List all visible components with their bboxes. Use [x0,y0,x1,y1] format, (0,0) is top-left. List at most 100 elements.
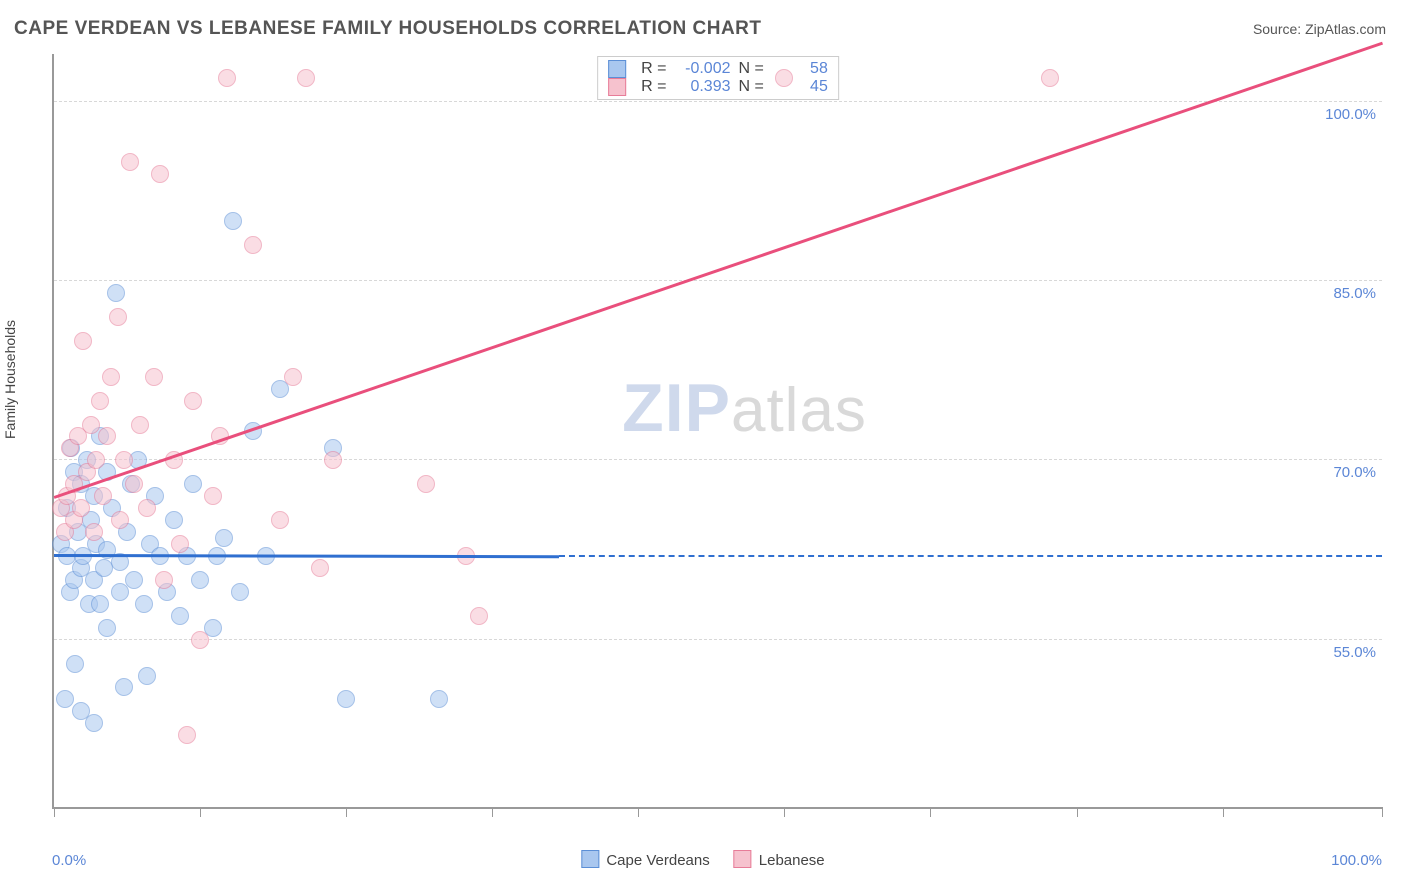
data-point [191,631,209,649]
legend: Cape Verdeans Lebanese [581,850,824,869]
data-point [135,595,153,613]
stat-R-a: -0.002 [675,60,731,78]
y-axis-label: Family Households [2,319,18,438]
data-point [231,583,249,601]
legend-label-a: Cape Verdeans [606,852,709,869]
data-point [111,511,129,529]
data-point [171,535,189,553]
data-point [82,416,100,434]
stats-row-a: R = -0.002 N = 58 [608,60,828,78]
gridline: 55.0% [54,639,1382,640]
data-point [430,690,448,708]
gridline: 85.0% [54,280,1382,281]
data-point [171,607,189,625]
x-tick [1077,807,1078,817]
data-point [297,69,315,87]
data-point [85,523,103,541]
y-tick-label: 100.0% [1325,106,1376,123]
data-point [98,619,116,637]
y-tick-label: 85.0% [1333,285,1376,302]
data-point [91,595,109,613]
data-point [470,607,488,625]
swatch-icon [608,78,626,96]
data-point [87,451,105,469]
data-point [125,571,143,589]
data-point [125,475,143,493]
stats-row-b: R = 0.393 N = 45 [608,78,828,96]
x-tick [930,807,931,817]
x-tick [784,807,785,817]
data-point [131,416,149,434]
regression-line [54,554,559,558]
gridline: 70.0% [54,459,1382,460]
plot-region: ZIPatlas R = -0.002 N = 58 R = 0.393 N =… [52,54,1382,809]
data-point [191,571,209,589]
stat-N-label: N = [739,78,764,96]
data-point [417,475,435,493]
data-point [107,284,125,302]
data-point [56,690,74,708]
data-point [775,69,793,87]
data-point [165,511,183,529]
data-point [218,69,236,87]
data-point [74,332,92,350]
data-point [151,165,169,183]
regression-line [559,555,1382,557]
data-point [138,499,156,517]
legend-item-a: Cape Verdeans [581,850,709,869]
stat-N-label: N = [739,60,764,78]
data-point [91,392,109,410]
regression-line [54,42,1383,499]
x-tick [1223,807,1224,817]
data-point [324,451,342,469]
x-tick [346,807,347,817]
swatch-icon [608,60,626,78]
y-tick-label: 55.0% [1333,644,1376,661]
data-point [102,368,120,386]
watermark-atlas: atlas [731,376,867,445]
data-point [109,308,127,326]
data-point [72,499,90,517]
watermark-zip: ZIP [622,370,731,446]
data-point [115,678,133,696]
stats-box: R = -0.002 N = 58 R = 0.393 N = 45 [597,56,839,100]
data-point [215,529,233,547]
data-point [94,487,112,505]
x-axis-min-label: 0.0% [52,852,86,869]
data-point [121,153,139,171]
data-point [66,655,84,673]
data-point [178,726,196,744]
data-point [204,487,222,505]
chart-area: Family Households ZIPatlas R = -0.002 N … [14,50,1392,827]
chart-header: CAPE VERDEAN VS LEBANESE FAMILY HOUSEHOL… [0,0,1406,46]
y-tick-label: 70.0% [1333,464,1376,481]
data-point [155,571,173,589]
data-point [85,714,103,732]
watermark: ZIPatlas [622,369,867,447]
data-point [1041,69,1059,87]
stat-R-b: 0.393 [675,78,731,96]
stat-R-label: R = [641,78,666,96]
data-point [224,212,242,230]
data-point [98,427,116,445]
x-tick [200,807,201,817]
legend-label-b: Lebanese [759,852,825,869]
chart-title: CAPE VERDEAN VS LEBANESE FAMILY HOUSEHOL… [14,18,762,40]
data-point [284,368,302,386]
swatch-icon [581,850,599,868]
x-tick [54,807,55,817]
data-point [138,667,156,685]
data-point [271,511,289,529]
legend-item-b: Lebanese [734,850,825,869]
data-point [184,475,202,493]
x-axis-max-label: 100.0% [1331,852,1382,869]
data-point [311,559,329,577]
data-point [244,236,262,254]
gridline: 100.0% [54,101,1382,102]
x-tick [638,807,639,817]
data-point [115,451,133,469]
x-tick [492,807,493,817]
data-point [145,368,163,386]
x-tick [1382,807,1383,817]
stat-R-label: R = [641,60,666,78]
